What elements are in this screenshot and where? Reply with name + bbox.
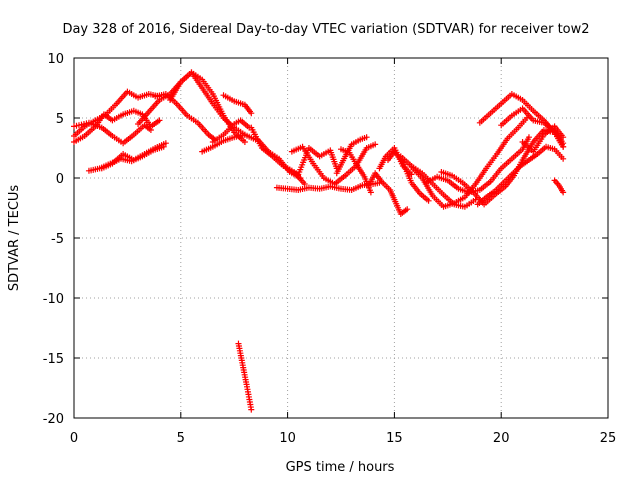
x-tick-labels: 0 5 10 15 20 25 [70,431,616,446]
data-track [135,69,248,145]
data-track [167,69,259,143]
data-point [162,140,169,147]
data-track [199,131,248,155]
data-points [71,69,567,413]
y-tick-label: -15 [43,352,64,367]
y-tick-label: 5 [56,112,64,127]
data-point [241,139,248,145]
data-point [241,131,248,138]
data-point [363,134,370,141]
y-tick-label: -20 [43,412,64,427]
data-point [404,206,411,213]
data-track [338,146,374,196]
data-point [248,110,255,117]
data-track [235,340,255,413]
y-tick-labels: 10 5 0 -5 -10 -15 -20 [43,52,64,427]
x-tick-label: 0 [70,431,78,446]
data-track [209,117,253,145]
data-point [560,140,567,147]
grid-lines [74,58,608,418]
x-tick-label: 5 [177,431,185,446]
x-axis-label: GPS time / hours [286,460,395,475]
y-axis-label: SDTVAR / TECUs [7,185,22,292]
data-point [560,189,567,196]
y-tick-label: 0 [56,172,64,187]
y-tick-label: -10 [43,292,64,307]
data-track [254,136,304,181]
data-point [372,141,379,148]
x-tick-label: 20 [493,431,510,446]
x-tick-label: 15 [386,431,403,446]
data-point [367,189,374,196]
data-track [476,91,567,150]
x-tick-label: 25 [600,431,617,446]
data-track [551,177,567,196]
data-point [525,134,532,141]
data-point [560,155,567,162]
data-point [560,134,567,141]
data-track [98,140,169,172]
data-track [519,123,567,155]
data-track [423,134,532,196]
data-point [156,117,163,124]
data-track [71,119,154,147]
data-track [474,143,567,208]
data-point [297,175,304,181]
data-point [425,197,432,204]
data-point [248,406,255,413]
chart-title: Day 328 of 2016, Sidereal Day-to-day VTE… [62,22,589,37]
axis-ticks [73,57,609,419]
data-track [365,170,411,217]
data-track [408,115,530,210]
y-tick-label: 10 [47,52,64,67]
x-tick-label: 10 [279,431,296,446]
data-track [498,105,567,147]
data-track [220,92,255,117]
y-tick-label: -5 [51,232,64,247]
data-track [384,148,432,204]
